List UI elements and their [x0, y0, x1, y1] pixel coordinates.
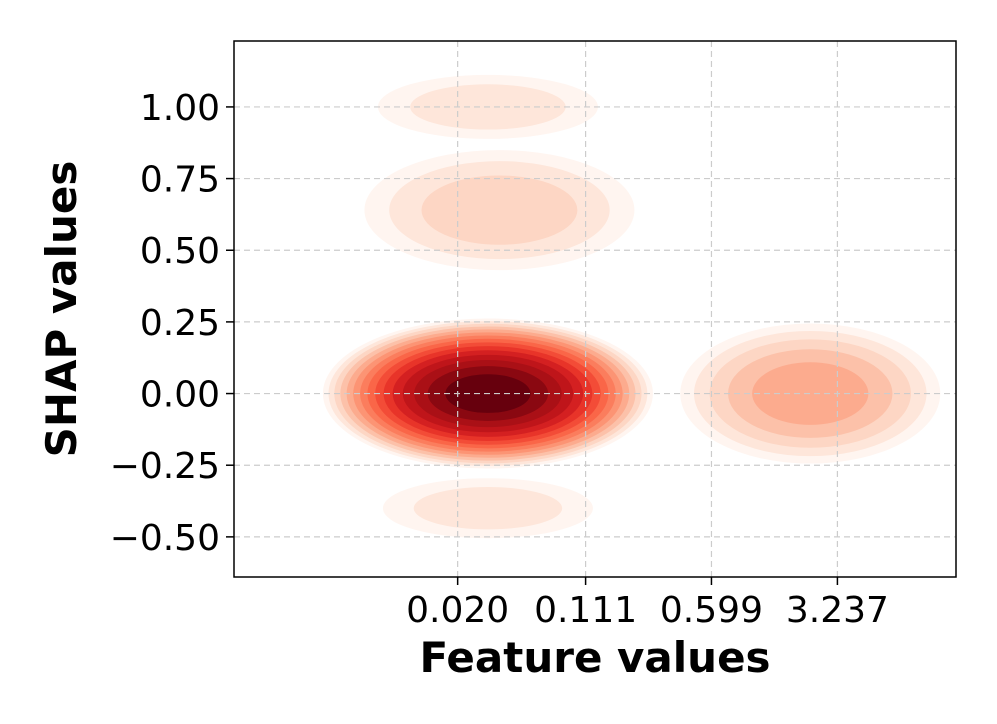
- y-tick-label: 0.50: [140, 231, 220, 272]
- x-tick-label: 3.237: [786, 590, 889, 631]
- y-tick-label: 0.25: [140, 303, 220, 344]
- plot-frame: [233, 40, 957, 578]
- density-contour: [413, 486, 563, 530]
- density-contour: [752, 362, 869, 425]
- density-contours: [322, 74, 941, 539]
- y-tick-label: 0.00: [140, 375, 220, 416]
- x-axis-label: Feature values: [419, 633, 770, 682]
- y-tick-label: 0.75: [140, 160, 220, 201]
- x-tick-label: 0.020: [406, 590, 509, 631]
- y-tick-label: 1.00: [140, 88, 220, 129]
- grid-lines: [234, 41, 956, 577]
- x-tick-label: 0.111: [534, 590, 637, 631]
- y-axis-label: SHAP values: [37, 161, 86, 458]
- x-tick-label: 0.599: [660, 590, 763, 631]
- density-contour: [421, 175, 578, 245]
- y-tick-label: −0.25: [110, 446, 220, 487]
- y-tick-label: −0.50: [110, 518, 220, 559]
- axis-ticks: 1.00 0.75 0.50 0.25 0.00 −0.25 −0.50 0.020 0.111…: [110, 88, 889, 631]
